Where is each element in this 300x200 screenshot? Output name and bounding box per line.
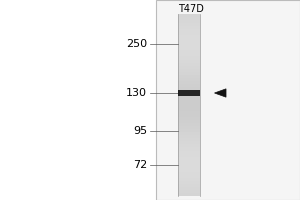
Bar <box>178 35 200 38</box>
Bar <box>178 90 200 93</box>
Bar <box>178 77 200 81</box>
Bar <box>178 102 200 105</box>
Bar <box>178 32 200 35</box>
Bar <box>178 129 200 132</box>
Bar <box>156 0 300 200</box>
Bar <box>178 138 200 141</box>
Polygon shape <box>214 89 226 97</box>
Bar <box>178 147 200 150</box>
Bar <box>178 59 200 63</box>
Bar <box>178 178 200 181</box>
Text: 130: 130 <box>126 88 147 98</box>
Bar <box>178 84 200 87</box>
Bar <box>178 68 200 72</box>
Bar <box>178 111 200 114</box>
Bar <box>178 187 200 190</box>
Bar <box>178 135 200 138</box>
Bar <box>178 53 200 56</box>
Bar <box>178 190 200 193</box>
Bar <box>178 159 200 163</box>
Bar <box>178 168 200 172</box>
Bar <box>178 90 200 96</box>
Bar <box>178 14 200 17</box>
Bar <box>178 38 200 41</box>
Bar <box>178 105 200 108</box>
Bar <box>178 175 200 178</box>
Bar <box>178 71 200 75</box>
Bar <box>178 172 200 175</box>
Bar <box>178 26 200 29</box>
Bar <box>178 184 200 187</box>
Bar <box>178 120 200 123</box>
Text: 250: 250 <box>126 39 147 49</box>
Bar <box>178 44 200 47</box>
Bar <box>178 117 200 120</box>
Bar <box>178 126 200 129</box>
Bar <box>178 74 200 78</box>
Bar <box>178 23 200 26</box>
Bar <box>178 81 200 84</box>
Bar <box>178 62 200 66</box>
Bar <box>178 114 200 117</box>
Bar <box>178 108 200 111</box>
Bar <box>178 93 200 96</box>
Bar <box>178 29 200 32</box>
Text: 72: 72 <box>133 160 147 170</box>
Bar <box>178 132 200 135</box>
Bar <box>178 20 200 23</box>
Bar <box>178 56 200 60</box>
Bar <box>178 47 200 50</box>
Bar <box>178 96 200 99</box>
Bar <box>178 156 200 160</box>
Bar <box>178 50 200 53</box>
Text: T47D: T47D <box>178 4 203 14</box>
Bar <box>178 181 200 184</box>
Bar <box>178 193 200 196</box>
Bar <box>178 123 200 126</box>
Bar <box>178 99 200 102</box>
Bar <box>178 144 200 147</box>
Bar <box>178 41 200 44</box>
Bar <box>178 65 200 69</box>
Bar <box>178 162 200 166</box>
Bar <box>178 141 200 144</box>
Text: 95: 95 <box>133 126 147 136</box>
Bar <box>178 153 200 157</box>
Bar <box>178 150 200 154</box>
Bar <box>178 165 200 169</box>
Bar <box>178 17 200 20</box>
Bar <box>178 87 200 90</box>
